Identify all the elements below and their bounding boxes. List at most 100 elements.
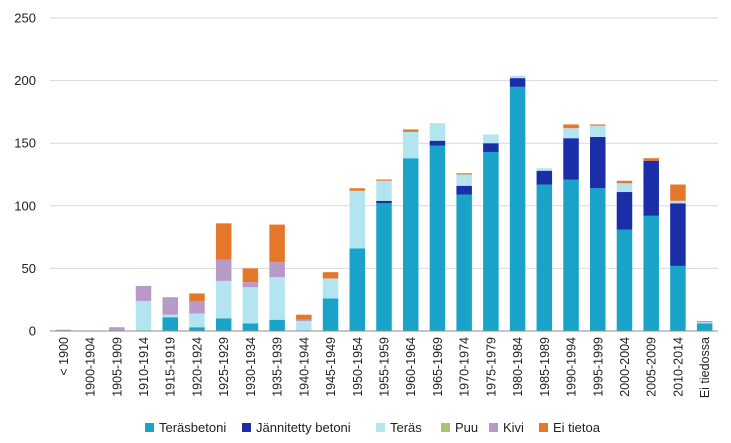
bar-segment — [509, 86, 526, 331]
x-tick-label: 1975-1979 — [484, 337, 498, 397]
x-tick-label: 1985-1989 — [538, 337, 552, 397]
bar-segment — [349, 190, 366, 249]
bar-segment — [162, 317, 178, 331]
x-tick-label: 1930-1934 — [244, 337, 258, 397]
bar-segment — [215, 318, 232, 331]
y-tick-label: 250 — [14, 11, 36, 26]
bar-segment — [296, 320, 312, 331]
bar-segment — [456, 173, 472, 175]
legend-label: Jännitetty betoni — [256, 420, 351, 435]
y-tick-label: 0 — [29, 324, 36, 339]
legend-label: Teräsbetoni — [159, 420, 226, 435]
y-tick-label: 150 — [14, 136, 36, 151]
x-tick-label: 1915-1919 — [164, 337, 178, 397]
x-tick-label: 1965-1969 — [431, 337, 445, 397]
y-tick-label: 100 — [14, 198, 36, 213]
bar-segment — [563, 138, 579, 180]
bar-segment — [670, 265, 686, 331]
bar-segment — [322, 298, 339, 331]
bar-segment — [563, 179, 579, 331]
legend-label: Kivi — [503, 420, 524, 435]
bar-segment — [135, 285, 152, 301]
legend-swatch — [376, 423, 385, 432]
bar-segment — [269, 319, 285, 331]
x-tick-label: Ei tiedossa — [698, 337, 712, 398]
bar-stacks — [55, 75, 713, 331]
bar-segment — [189, 313, 205, 328]
bar-segment — [643, 158, 659, 161]
x-tick-label: 1955-1959 — [378, 337, 392, 397]
bar-segment — [269, 262, 285, 278]
bar-segment — [590, 188, 606, 331]
bar-segment — [322, 278, 339, 299]
bar-segment — [215, 280, 232, 319]
bar-segment — [483, 151, 499, 331]
bar-segment — [376, 200, 392, 204]
x-tick-label: 2005-2009 — [645, 337, 659, 397]
x-tick-label: 1945-1949 — [324, 337, 338, 397]
bar-segment — [696, 322, 713, 324]
bar-segment — [590, 125, 606, 137]
bar-segment — [643, 160, 659, 216]
x-tick-label: 1925-1929 — [217, 337, 231, 397]
bar-segment — [456, 185, 472, 195]
x-tick-label: 1940-1944 — [297, 337, 311, 397]
bar-segment — [135, 300, 152, 331]
bar-segment — [269, 224, 285, 263]
bar-segment — [563, 124, 579, 129]
bar-segment — [376, 203, 392, 331]
bar-segment — [536, 170, 553, 185]
bar-segment — [670, 203, 686, 266]
bar-segment — [296, 319, 312, 321]
bar-segment — [269, 277, 285, 320]
bar-segment — [456, 174, 472, 186]
bar-segment — [242, 287, 259, 324]
bar-segment — [242, 323, 259, 331]
x-axis-tick-labels: < 1900 1900-1904 1905-1909 1910-1914 1915-19… — [57, 337, 712, 398]
x-tick-label: 1920-1924 — [190, 337, 204, 397]
legend-swatch — [539, 423, 548, 432]
bar-segment — [616, 183, 633, 193]
bar-segment — [536, 168, 553, 171]
gridlines — [50, 17, 718, 269]
bar-segment — [189, 300, 205, 314]
legend-swatch — [145, 423, 154, 432]
legend-swatch — [242, 423, 251, 432]
x-tick-label: 1905-1909 — [110, 337, 124, 397]
legend-label: Puu — [455, 420, 478, 435]
bar-segment — [162, 314, 178, 318]
legend-label: Teräs — [390, 420, 422, 435]
bar-segment — [402, 158, 419, 331]
x-tick-label: 2000-2004 — [618, 337, 632, 397]
bar-segment — [215, 223, 232, 260]
bar-segment — [55, 329, 72, 331]
bar-segment — [483, 134, 499, 144]
x-tick-label: 1935-1939 — [271, 337, 285, 397]
bar-segment — [616, 229, 633, 331]
x-tick-label: 1980-1984 — [511, 337, 525, 397]
bar-segment — [456, 194, 472, 331]
bar-segment — [643, 215, 659, 331]
bar-segment — [376, 179, 392, 181]
bar-segment — [189, 327, 205, 331]
bar-segment — [563, 128, 579, 139]
bar-segment — [590, 136, 606, 189]
bar-segment — [429, 123, 446, 141]
x-tick-label: 1970-1974 — [458, 337, 472, 397]
bar-segment — [509, 78, 526, 87]
bar-segment — [215, 259, 232, 281]
x-tick-label: 1990-1994 — [565, 337, 579, 397]
bar-segment — [296, 314, 312, 320]
bar-segment — [162, 297, 178, 315]
bar-segment — [402, 129, 419, 132]
bar-segment — [696, 320, 713, 323]
bar-segment — [696, 323, 713, 331]
bar-segment — [242, 268, 259, 283]
x-tick-label: 1950-1954 — [351, 337, 365, 397]
y-axis-tick-labels: 0 50 100 150 200 250 — [14, 11, 36, 339]
bar-segment — [536, 184, 553, 331]
bar-segment — [509, 75, 526, 79]
bar-segment — [242, 282, 259, 288]
legend-swatch — [441, 423, 450, 432]
